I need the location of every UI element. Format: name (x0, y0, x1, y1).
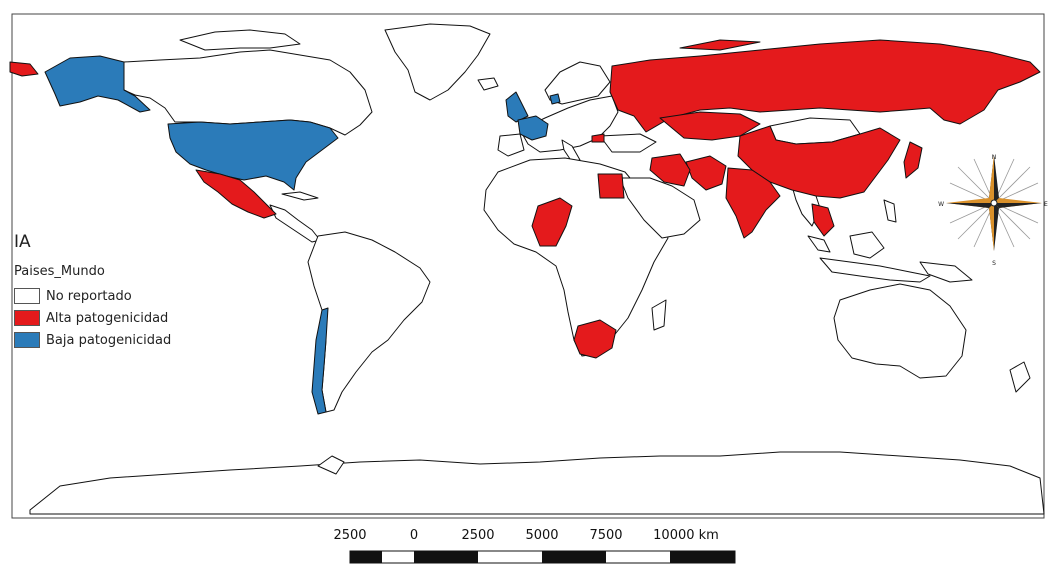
borneo (849, 231, 885, 259)
scale-label: 2500 (333, 528, 367, 543)
india (725, 167, 781, 239)
legend-swatch (14, 310, 40, 326)
egypt (597, 173, 625, 199)
canada-outline (123, 49, 373, 136)
legend-title: IA (14, 232, 31, 252)
legend-item-baja: Baja patogenicidad (14, 329, 171, 351)
turkey (599, 133, 657, 153)
chile (311, 307, 329, 415)
scale-label: 7500 (589, 528, 623, 543)
compass-e: E (1044, 201, 1048, 208)
legend-layer-name: Paises_Mundo (14, 264, 105, 279)
legend-label: Baja patogenicidad (46, 332, 172, 348)
japan (903, 141, 923, 179)
iran (649, 153, 691, 187)
countries-baja (44, 55, 561, 415)
united-kingdom (505, 91, 529, 123)
united-states (167, 119, 339, 191)
map-legend: IA Paises_Mundo No reportado Alta patoge… (14, 232, 171, 351)
nigeria (531, 197, 573, 247)
vietnam-region (811, 203, 835, 237)
denmark (549, 93, 561, 105)
antarctic-peninsula (317, 455, 345, 475)
arabia (619, 177, 701, 239)
south-africa (573, 319, 617, 359)
cuba (281, 191, 319, 201)
pakistan-afghanistan (685, 155, 727, 191)
scale-label: 2500 (461, 528, 495, 543)
scale-label: 5000 (525, 528, 559, 543)
scale-bar-labels: 2500 0 2500 5000 7500 10000 km (320, 528, 740, 546)
scale-bar (349, 550, 736, 564)
compass-w: W (938, 201, 944, 208)
compass-rose-icon: N S E W (938, 154, 1048, 267)
bulgaria (591, 133, 605, 143)
france (517, 115, 549, 141)
scale-label: 0 (409, 528, 419, 543)
antarctica (29, 451, 1045, 515)
legend-item-no-reportado: No reportado (14, 285, 171, 307)
new-guinea (919, 261, 973, 283)
new-zealand (1009, 361, 1031, 393)
arctic-islands (179, 29, 301, 51)
philippines (883, 199, 897, 223)
kazakhstan (659, 111, 761, 141)
mexico (195, 169, 277, 219)
legend-item-alta: Alta patogenicidad (14, 307, 171, 329)
alaska (44, 55, 151, 113)
scale-label: 10000 km (653, 528, 719, 543)
legend-swatch (14, 288, 40, 304)
australia (833, 283, 967, 379)
madagascar (651, 299, 667, 331)
legend-label: Alta patogenicidad (46, 310, 169, 326)
legend-label: No reportado (46, 288, 132, 304)
russia-north-islands (679, 39, 761, 51)
greenland-outline (384, 23, 491, 101)
countries-alta (9, 39, 1041, 359)
indonesia (819, 257, 931, 283)
compass-n: N (992, 154, 997, 161)
iberia (497, 133, 525, 157)
compass-s: S (992, 260, 996, 267)
yukon-region (9, 61, 39, 77)
iceland (477, 77, 499, 91)
malaysia (807, 235, 831, 253)
legend-swatch (14, 332, 40, 348)
